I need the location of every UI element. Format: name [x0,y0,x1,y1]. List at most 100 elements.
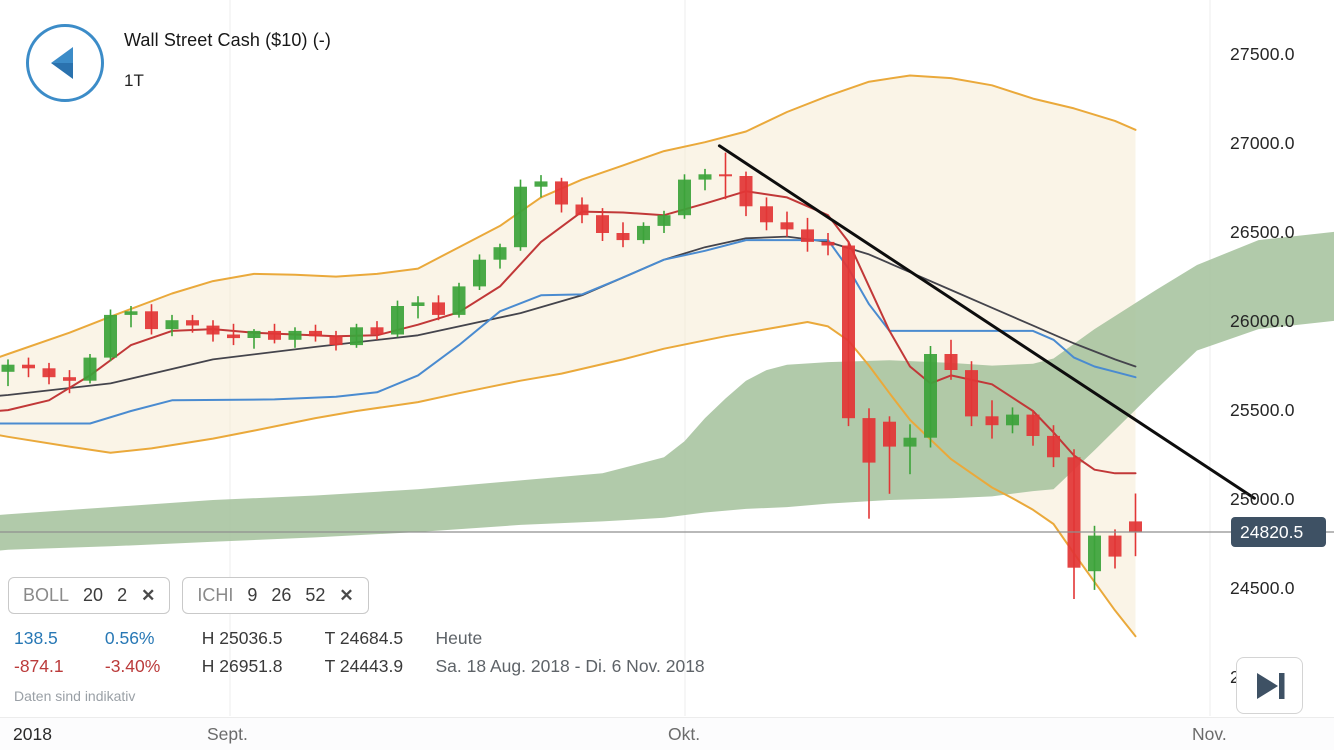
price-axis-label: 27500.0 [1230,44,1295,64]
candle-body [227,334,240,339]
kijun-line [0,239,1137,425]
candle-body [1,364,15,372]
day-change: 138.5 [14,628,58,648]
timeframe-label[interactable]: 1T [124,71,144,90]
close-icon[interactable]: ✕ [339,585,354,605]
candle-body [22,364,35,369]
candle-body [657,215,671,226]
period-low: T 24443.9 [324,656,404,676]
price-axis-label: 26500.0 [1230,222,1295,242]
period-stats-row: -874.1 -3.40% H 26951.8 T 24443.9 Sa. 18… [14,652,705,680]
current-price-badge: 24820.5 [1231,516,1326,547]
candle-body [596,215,609,233]
chart-header: Wall Street Cash ($10) (-) 1T [26,24,331,102]
candle-body [924,354,937,438]
candle-body [678,179,691,216]
stats-panel: 138.5 0.56% H 25036.5 T 24684.5 Heute -8… [14,624,705,680]
candle-body [268,330,281,340]
candle-body [1067,457,1081,568]
price-axis-label: 25000.0 [1230,489,1295,509]
candle-body [350,327,363,346]
skip-to-latest-button[interactable] [1236,657,1303,714]
candles-layer [1,152,1142,599]
candle-body [104,314,117,358]
candle-body [452,286,466,315]
candle-body [821,241,835,246]
candle-body [186,320,199,326]
time-axis: 2018 Sept. Okt. Nov. [0,717,1334,750]
trendline [717,144,1256,500]
candle-body [1129,521,1142,532]
candle-body [514,186,527,248]
bollinger-upper-line [0,74,1137,358]
bollinger-mid-line [0,235,1137,397]
ichimoku-cloud [0,231,1334,551]
time-axis-label: Nov. [1192,724,1227,744]
candle-body [985,416,999,426]
bollinger-band-fill [0,75,1136,637]
title-block: Wall Street Cash ($10) (-) 1T [124,24,331,91]
candle-body [801,229,814,242]
day-low: T 24684.5 [324,628,404,648]
candle-body [145,311,158,330]
price-axis-label: 25500.0 [1230,400,1295,420]
bollinger-lower-line [0,321,1137,638]
candle-body [309,330,322,337]
indicator-param: 20 [83,585,104,605]
candle-body [555,181,568,205]
price-axis-label: 27000.0 [1230,133,1295,153]
indicator-param: 52 [305,585,326,605]
candle-body [780,222,794,230]
candle-body [1088,535,1101,572]
indicator-chip-ichi[interactable]: ICHI 9 26 52 ✕ [182,577,369,614]
close-icon[interactable]: ✕ [141,585,156,605]
time-axis-label: Sept. [207,724,248,744]
period-change: -874.1 [14,656,64,676]
candle-body [63,377,76,381]
back-arrow-icon [51,47,73,79]
candle-body [862,418,876,463]
indicator-name-label: ICHI [197,585,234,605]
candle-body [1026,414,1040,436]
candle-body [206,325,220,335]
time-axis-label: 2018 [13,724,52,744]
candle-body [473,259,486,287]
day-change-pct: 0.56% [104,628,155,648]
candle-body [370,327,384,335]
skip-to-end-icon [1256,672,1284,699]
candle-body [637,225,650,241]
price-axis-label: 26000.0 [1230,311,1295,331]
candle-body [616,233,630,241]
candle-body [534,181,548,187]
period-range-label: Sa. 18 Aug. 2018 - Di. 6 Nov. 2018 [435,656,705,676]
time-axis-label: Okt. [668,724,701,744]
indicator-chips: BOLL 20 2 ✕ ICHI 9 26 52 ✕ [8,577,369,614]
back-button[interactable] [26,24,104,102]
day-period-label: Heute [435,628,483,648]
price-axis-label: 24500.0 [1230,578,1295,598]
candle-body [247,330,261,338]
instrument-title: Wall Street Cash ($10) (-) [124,30,331,50]
day-high: H 25036.5 [201,628,283,648]
indicator-chip-boll[interactable]: BOLL 20 2 ✕ [8,577,171,614]
candle-body [1047,435,1060,458]
candle-body [883,421,896,447]
candle-body [965,370,978,417]
candle-body [165,320,179,330]
candle-body [842,245,855,419]
candle-body [575,204,589,216]
candle-body [698,174,712,180]
candle-body [493,247,507,260]
disclaimer-text: Daten sind indikativ [14,688,136,704]
candle-body [739,176,753,207]
candle-body [1006,414,1019,426]
indicator-name-label: BOLL [23,585,70,605]
candle-body [903,437,917,447]
candle-body [760,206,773,223]
candle-body [1108,535,1122,557]
candle-body [83,357,97,381]
indicator-param: 9 [247,585,258,605]
indicator-param: 26 [271,585,292,605]
